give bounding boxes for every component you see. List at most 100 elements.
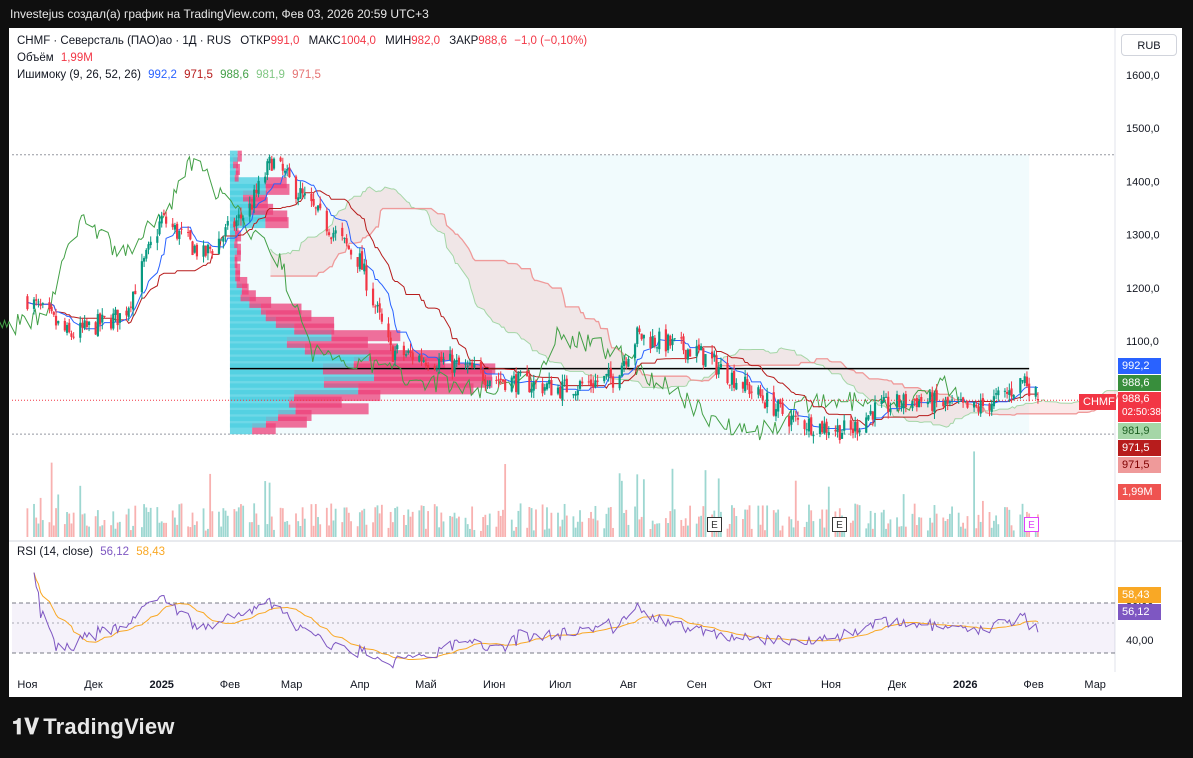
candle-body [83,320,86,329]
candle-body [209,246,212,249]
candle-body [633,344,637,359]
candle-body [746,379,749,386]
candle-body [449,353,452,361]
rsi-label: RSI (14, close) [17,546,94,558]
volume-bar [411,511,414,537]
volume-bar [653,524,656,537]
candle-body [869,410,872,415]
candle-body [54,315,58,326]
volume-profile-down-bar [252,423,276,435]
volume-bar [279,507,282,537]
volume-profile-up-bar [229,383,359,395]
candle-body [823,423,826,434]
candle-body [702,348,705,366]
candle-body [189,230,192,240]
candle-body [959,399,962,401]
candle-body [913,399,916,401]
candle-body [757,387,760,395]
volume-bar [332,520,335,537]
candle-body [781,402,784,414]
candle-body [1012,395,1015,398]
volume-bar [99,526,101,537]
currency-button[interactable]: RUB [1121,34,1177,56]
volume-profile-down-bar [236,276,248,288]
volume-bar [515,527,518,537]
candle-body [464,363,467,365]
candle-body [649,336,652,349]
volume-bar [453,512,456,537]
volume-bar [378,513,381,537]
ichimoku-legend[interactable]: Ишимоку (9, 26, 52, 26) 992,2 971,5 988,… [17,69,321,81]
candle-body [81,322,84,328]
candle-body [237,214,240,219]
candle-body [794,415,797,417]
candle-body [131,291,135,310]
volume-bar [550,512,553,537]
volume-bar [466,524,469,537]
volume-bar [1006,507,1009,537]
volume-bar [704,470,707,537]
chart-frame[interactable] [9,28,1182,697]
volume-profile-down-bar [233,157,238,169]
volume-bar [638,519,641,537]
volume-bar [233,509,236,537]
volume-bar [389,511,392,537]
candle-body [204,245,207,256]
candle-body [129,306,132,308]
volume-bar [224,510,227,537]
volume-profile-up-bar [229,350,369,362]
candle-body [944,399,947,406]
candle-body [356,257,359,267]
candle-body [528,375,531,393]
candle-body [407,350,410,353]
earnings-marker-upcoming[interactable]: E [1024,517,1039,532]
volume-bar [427,511,430,537]
volume-bar [640,516,643,537]
tradingview-logo-icon: 𝟏𝐕 [12,714,40,739]
candle-body [349,250,353,255]
high-label: МАКС [308,35,341,47]
volume-bar [218,511,220,537]
volume-bar [202,508,205,537]
candle-body [114,309,117,315]
candle-body [72,336,75,338]
volume-bar [603,528,606,537]
volume-bar [946,519,949,537]
volume-profile-up-bar [229,163,236,175]
volume-bar [664,518,667,537]
candle-body [818,423,822,434]
volume-bar [68,513,71,537]
candle-body [699,346,703,351]
candle-body [849,420,852,430]
volume-legend[interactable]: Объём 1,99M [17,52,93,64]
candle-body [950,399,954,401]
candle-body [343,237,346,239]
volume-bar [422,505,425,537]
earnings-marker[interactable]: E [832,517,847,532]
candle-body [310,193,313,202]
rsi-legend[interactable]: RSI (14, close) 56,12 58,43 [17,546,165,558]
candle-body [422,360,425,362]
candle-body [101,314,104,323]
close-label: ЗАКР [449,35,479,47]
candle-body [497,379,500,381]
volume-bar [623,512,625,537]
change-value: −1,0 (−0,10%) [514,35,588,47]
volume-bar [114,528,117,537]
candle-body [574,393,577,396]
volume-bar [612,527,614,537]
candle-body [404,354,408,356]
volume-bar [671,468,674,537]
candle-body [37,301,40,303]
candle-body [376,305,379,307]
candle-body [988,403,991,411]
earnings-marker[interactable]: E [707,517,722,532]
candle-body [655,347,659,349]
candle-body [220,239,223,241]
symbol-name[interactable]: CHMF · Северсталь (ПАО)ао · 1Д · RUS [17,35,232,47]
volume-bar [425,528,427,537]
volume-bar [251,522,253,537]
volume-bar [301,507,304,537]
volume-bar [112,511,115,537]
